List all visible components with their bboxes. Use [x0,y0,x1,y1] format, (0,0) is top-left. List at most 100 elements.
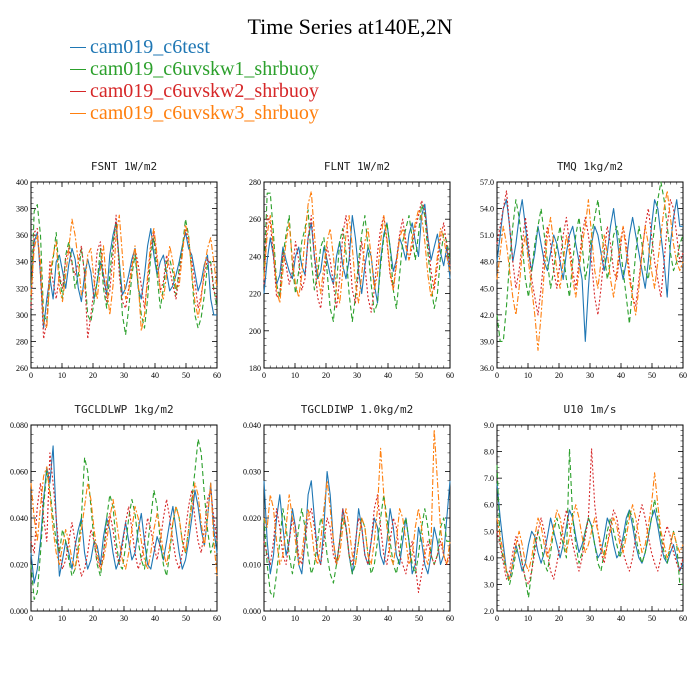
series-line-1 [496,483,684,580]
series-line-1 [263,470,451,575]
y-tick-label: 9.0 [484,421,494,430]
x-tick-label: 40 [617,371,625,380]
plot-frame [30,424,218,612]
panel-title: TMQ 1kg/m2 [557,160,623,173]
legend-swatch-uvskw2 [70,90,86,92]
y-tick-label: 320 [16,284,28,293]
y-tick-label: 220 [249,290,261,299]
series-line-2 [496,448,683,599]
x-tick-label: 30 [353,371,361,380]
y-tick-label: 0.060 [10,468,28,477]
x-tick-label: 60 [446,614,454,623]
chart-title: Time Series at140E,2N [247,14,453,39]
panel-title: U10 1m/s [564,403,617,416]
y-tick-label: 260 [16,364,28,373]
x-tick-label: 0 [262,614,266,623]
x-tick-label: 40 [617,614,625,623]
series-line-3 [496,448,684,585]
x-tick-label: 0 [495,614,499,623]
x-tick-label: 10 [524,371,532,380]
legend-label: cam019_c6uvskw2_shrbuoy [90,80,319,102]
x-tick-label: 10 [291,614,299,623]
series-line-3 [30,214,218,340]
legend-label: cam019_c6test [90,36,210,58]
y-tick-label: 0.040 [10,514,28,523]
x-tick-label: 30 [353,614,361,623]
x-tick-label: 20 [89,371,97,380]
series-line-4 [30,466,218,577]
y-tick-label: 0.020 [243,514,261,523]
series-line-1 [263,203,451,304]
x-tick-label: 40 [151,614,159,623]
legend-swatch-c6test [70,46,86,48]
chart-panel: TGCLDLWP 1kg/m2 0 10 20 30 40 50 60 0.000 0.020 0.… [10,403,221,623]
panel-title: TGCLDIWP 1.0kg/m2 [301,403,414,416]
x-tick-label: 50 [648,371,656,380]
x-tick-label: 30 [120,614,128,623]
y-tick-label: 54.0 [480,205,494,214]
y-tick-label: 36.0 [480,364,494,373]
panel-title: FLNT 1W/m2 [324,160,390,173]
y-tick-label: 5.0 [484,527,494,536]
series-line-2 [263,192,451,323]
legend-item: cam019_c6uvskw1_shrbuoy [70,58,319,80]
y-tick-label: 0.030 [243,468,261,477]
y-tick-label: 380 [16,205,28,214]
x-tick-label: 40 [151,371,159,380]
legend-item: cam019_c6uvskw2_shrbuoy [70,80,319,102]
y-tick-label: 51.0 [480,231,494,240]
legend-swatch-uvskw1 [70,68,86,70]
series-line-3 [263,494,451,593]
series-line-4 [496,472,684,580]
y-tick-label: 0.000 [10,607,28,616]
series-line-2 [30,438,217,600]
y-tick-label: 280 [249,178,261,187]
y-tick-label: 6.0 [484,501,494,510]
legend: cam019_c6test cam019_c6uvskw1_shrbuoy ca… [70,36,319,124]
x-tick-label: 30 [120,371,128,380]
y-tick-label: 3.0 [484,580,494,589]
x-tick-label: 20 [322,371,330,380]
series-line-2 [30,204,218,336]
chart-panel: TMQ 1kg/m2 0 10 20 30 40 50 60 36.0 39.0 42.0 45.0 4… [480,160,687,380]
plot-frame [263,181,451,369]
x-tick-label: 50 [182,371,190,380]
legend-item: cam019_c6uvskw3_shrbuoy [70,102,319,124]
y-tick-label: 180 [249,364,261,373]
x-tick-label: 50 [182,614,190,623]
chart-panel: FSNT 1W/m2 0 10 20 30 40 50 60 260 280 300 320 340 36… [16,160,221,380]
x-tick-label: 40 [384,371,392,380]
chart-panel: U10 1m/s 0 10 20 30 40 50 60 2.0 3.0 4.0 5.0 6.0 7.0 8… [484,403,687,623]
series-line-4 [263,190,451,304]
series-line-4 [263,429,451,566]
series-line-4 [496,190,684,351]
x-tick-label: 60 [679,614,687,623]
x-tick-label: 10 [58,614,66,623]
x-tick-label: 30 [586,371,594,380]
x-tick-label: 10 [524,614,532,623]
x-tick-label: 0 [262,371,266,380]
y-tick-label: 360 [16,231,28,240]
y-tick-label: 340 [16,258,28,267]
series-line-1 [496,199,683,342]
y-tick-label: 260 [249,215,261,224]
x-tick-label: 20 [555,371,563,380]
series-line-2 [496,181,684,342]
x-tick-label: 20 [555,614,563,623]
x-tick-label: 60 [446,371,454,380]
x-tick-label: 10 [291,371,299,380]
x-tick-label: 60 [679,371,687,380]
y-tick-label: 280 [16,337,28,346]
series-line-3 [263,200,451,313]
x-tick-label: 20 [322,614,330,623]
y-tick-label: 0.010 [243,561,261,570]
y-tick-label: 200 [249,327,261,336]
plot-frame [496,424,684,612]
chart-panel: TGCLDIWP 1.0kg/m2 0 10 20 30 40 50 60 0.000 0.010… [243,403,454,623]
x-tick-label: 50 [648,614,656,623]
y-tick-label: 0.000 [243,607,261,616]
y-tick-label: 8.0 [484,448,494,457]
panel-title: TGCLDLWP 1kg/m2 [74,403,173,416]
y-tick-label: 39.0 [480,337,494,346]
chart-panel: FLNT 1W/m2 0 10 20 30 40 50 60 180 200 220 240 260 28… [249,160,454,380]
